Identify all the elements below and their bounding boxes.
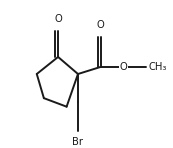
Text: CH₃: CH₃ bbox=[148, 62, 167, 72]
Text: Br: Br bbox=[72, 136, 84, 147]
Text: O: O bbox=[120, 62, 127, 72]
Text: O: O bbox=[54, 14, 62, 24]
Text: O: O bbox=[97, 20, 105, 30]
